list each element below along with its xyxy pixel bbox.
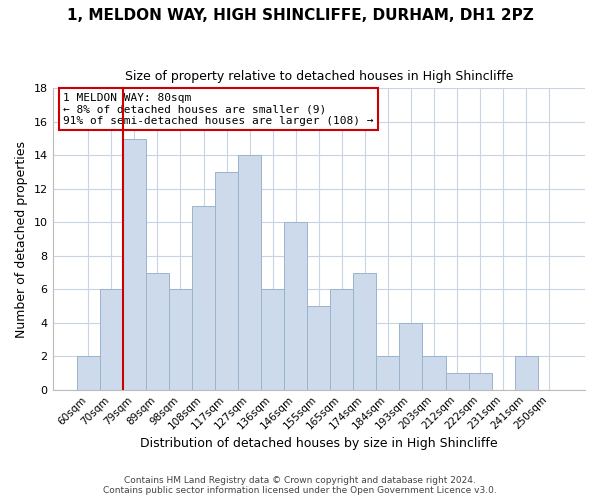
Bar — [192, 206, 215, 390]
Text: 1 MELDON WAY: 80sqm
← 8% of detached houses are smaller (9)
91% of semi-detached: 1 MELDON WAY: 80sqm ← 8% of detached hou… — [63, 93, 374, 126]
X-axis label: Distribution of detached houses by size in High Shincliffe: Distribution of detached houses by size … — [140, 437, 497, 450]
Bar — [146, 272, 169, 390]
Bar — [400, 322, 422, 390]
Bar — [284, 222, 307, 390]
Bar — [515, 356, 538, 390]
Bar — [376, 356, 400, 390]
Text: Contains HM Land Registry data © Crown copyright and database right 2024.
Contai: Contains HM Land Registry data © Crown c… — [103, 476, 497, 495]
Bar — [169, 290, 192, 390]
Bar — [307, 306, 330, 390]
Text: 1, MELDON WAY, HIGH SHINCLIFFE, DURHAM, DH1 2PZ: 1, MELDON WAY, HIGH SHINCLIFFE, DURHAM, … — [67, 8, 533, 22]
Bar — [422, 356, 446, 390]
Bar — [446, 373, 469, 390]
Bar — [100, 290, 123, 390]
Bar — [123, 138, 146, 390]
Bar — [77, 356, 100, 390]
Bar — [215, 172, 238, 390]
Bar — [469, 373, 491, 390]
Bar — [238, 156, 261, 390]
Y-axis label: Number of detached properties: Number of detached properties — [15, 140, 28, 338]
Bar — [261, 290, 284, 390]
Bar — [330, 290, 353, 390]
Title: Size of property relative to detached houses in High Shincliffe: Size of property relative to detached ho… — [125, 70, 513, 83]
Bar — [353, 272, 376, 390]
